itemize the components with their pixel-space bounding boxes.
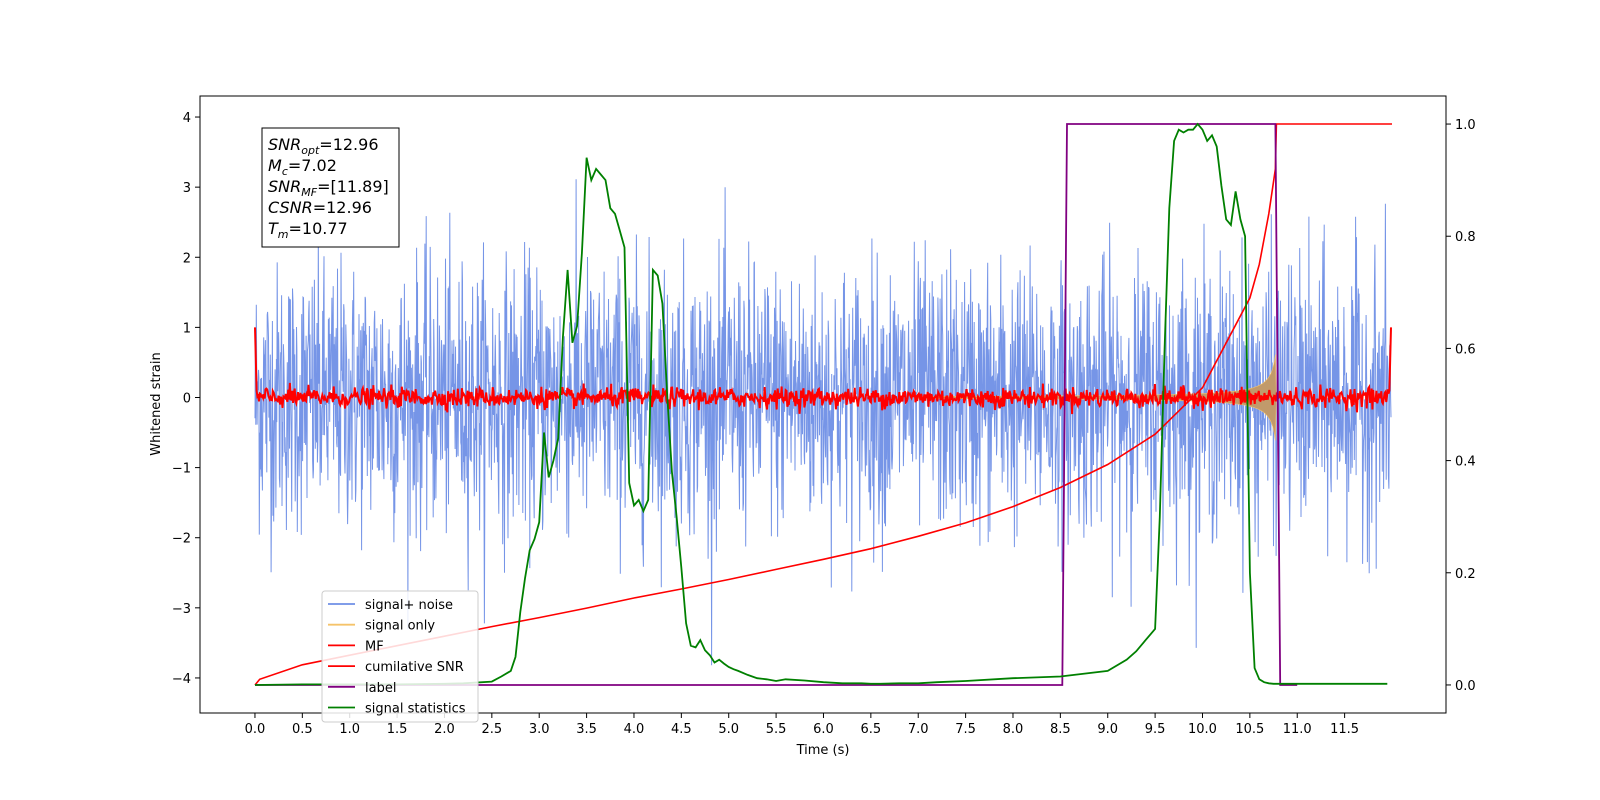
stat-line: CSNR=12.96	[268, 198, 372, 217]
y-left-tick-label: −3	[172, 602, 191, 617]
stat-value: =[11.89]	[317, 177, 389, 196]
x-tick-label: 2.5	[481, 722, 502, 737]
stat-symbol: SNR	[268, 135, 301, 154]
legend-label: MF	[365, 639, 384, 654]
x-tick-label: 2.0	[434, 722, 455, 737]
stat-subscript: m	[278, 228, 289, 241]
legend-label: signal only	[365, 619, 435, 634]
stat-value: =12.96	[313, 198, 372, 217]
stat-line: Tm=10.77	[268, 219, 348, 241]
stats-box: SNRopt=12.96Mc=7.02SNRMF=[11.89]CSNR=12.…	[261, 127, 400, 248]
x-tick-label: 4.0	[624, 722, 645, 737]
y-left-tick-label: 1	[183, 321, 191, 336]
y-right-tick-label: 0.8	[1455, 230, 1476, 245]
stat-value: =12.96	[319, 135, 378, 154]
x-tick-label: 9.0	[1097, 722, 1118, 737]
x-tick-label: 10.0	[1188, 722, 1217, 737]
legend-frame	[321, 590, 479, 723]
legend-label: cumilative SNR	[365, 660, 464, 675]
x-tick-label: 6.0	[813, 722, 834, 737]
stat-symbol: T	[268, 219, 279, 238]
x-tick-label: 8.5	[1050, 722, 1071, 737]
legend-items: signal+ noise signal only MF cumilative SNR…	[328, 598, 466, 717]
stat-line: Mc=7.02	[268, 156, 337, 178]
stats-lines: SNRopt=12.96Mc=7.02SNRMF=[11.89]CSNR=12.…	[268, 135, 389, 241]
x-tick-label: 7.0	[908, 722, 929, 737]
y-left-tick-label: −1	[172, 462, 191, 477]
legend-label: signal statistics	[365, 702, 466, 717]
legend-label: label	[365, 681, 396, 696]
stat-subscript: MF	[301, 186, 317, 199]
stat-subscript: opt	[301, 144, 320, 157]
x-tick-label: 3.0	[529, 722, 550, 737]
x-tick-label: 7.5	[955, 722, 976, 737]
mf-line	[254, 327, 1392, 415]
y-left-tick-label: 2	[183, 251, 191, 266]
y-left-tick-label: 3	[183, 181, 191, 196]
x-tick-label: 3.5	[576, 722, 597, 737]
stat-symbol: SNR	[268, 177, 301, 196]
stat-line: SNRopt=12.96	[268, 135, 379, 157]
x-tick-label: 9.5	[1145, 722, 1166, 737]
x-tick-label: 5.0	[718, 722, 739, 737]
signal-statistics-line	[254, 122, 1388, 686]
label-line	[255, 123, 1298, 686]
series-layer	[254, 122, 1392, 686]
y-right-tick-label: 0.2	[1455, 567, 1476, 582]
stat-line: SNRMF=[11.89]	[268, 177, 389, 199]
legend: signal+ noise signal only MF cumilative SNR…	[321, 590, 479, 723]
x-tick-label: 0.0	[245, 722, 266, 737]
signal-noise-line	[254, 179, 1392, 666]
x-tick-label: 5.5	[766, 722, 787, 737]
stat-subscript: c	[282, 165, 288, 178]
stat-value: =7.02	[288, 156, 337, 175]
x-tick-label: 4.5	[671, 722, 692, 737]
y-left-tick-label: −2	[172, 532, 191, 547]
x-tick-label: 10.5	[1235, 722, 1264, 737]
x-tick-label: 6.5	[861, 722, 882, 737]
stat-symbol: M	[268, 156, 282, 175]
stat-symbol: CSNR	[268, 198, 313, 217]
y-right-tick-label: 0.0	[1455, 679, 1476, 694]
x-axis-label: Time (s)	[796, 743, 850, 758]
y-right-tick-label: 0.6	[1455, 342, 1476, 357]
x-tick-label: 11.5	[1330, 722, 1359, 737]
stat-value: =10.77	[289, 219, 348, 238]
y-right-tick-label: 0.4	[1455, 455, 1476, 470]
y-right-tick-label: 1.0	[1455, 118, 1476, 133]
y-axis-label: Whitened strain	[149, 352, 164, 455]
legend-label: signal+ noise	[365, 598, 453, 613]
y-left-tick-label: 4	[183, 111, 191, 126]
axes-layer: 0.0 0.5 1.0 1.5 2.0 2.5 3.0 3.5 4.0 4.5 5.0 5.5 6.0 6…	[172, 111, 1476, 737]
x-tick-label: 11.0	[1283, 722, 1312, 737]
y-left-tick-label: 0	[183, 391, 191, 406]
x-tick-label: 1.0	[339, 722, 360, 737]
x-tick-label: 8.0	[1003, 722, 1024, 737]
stats-box-frame	[261, 127, 400, 248]
x-tick-label: 0.5	[292, 722, 313, 737]
y-left-tick-label: −4	[172, 672, 191, 687]
x-tick-label: 1.5	[387, 722, 408, 737]
